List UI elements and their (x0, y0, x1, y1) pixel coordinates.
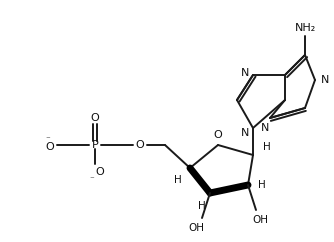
Text: OH: OH (188, 223, 204, 233)
Text: H: H (174, 175, 182, 185)
Text: P: P (92, 140, 99, 150)
Text: O: O (214, 130, 222, 140)
Text: N: N (261, 123, 269, 133)
Text: NH₂: NH₂ (294, 23, 316, 33)
Text: O: O (96, 167, 104, 177)
Text: H: H (258, 180, 266, 190)
Text: ⁻: ⁻ (46, 136, 50, 144)
Text: N: N (241, 128, 249, 138)
Text: O: O (91, 113, 100, 123)
Text: O: O (46, 142, 54, 152)
Text: H: H (263, 142, 271, 152)
Text: N: N (241, 68, 249, 78)
Text: OH: OH (252, 215, 268, 225)
Text: O: O (136, 140, 144, 150)
Text: H: H (198, 201, 206, 211)
Text: N: N (321, 75, 329, 85)
Text: ⁻: ⁻ (90, 175, 95, 184)
